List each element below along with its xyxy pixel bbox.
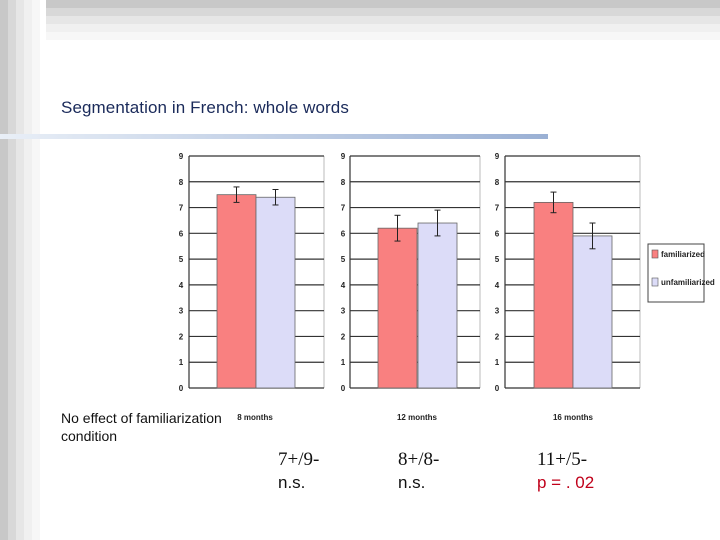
y-tick-label: 6 (179, 229, 184, 238)
y-tick-label: 8 (495, 178, 500, 187)
y-tick-label: 9 (495, 152, 500, 161)
bar-unfamiliarized (417, 222, 458, 389)
y-tick-label: 7 (341, 204, 346, 213)
bar-familiarized (216, 194, 257, 389)
slide-title: Segmentation in French: whole words (61, 98, 349, 117)
y-tick-label: 2 (341, 332, 346, 341)
stat-significance: p = . 02 (537, 473, 595, 492)
y-tick-label: 5 (179, 255, 184, 264)
y-tick-label: 0 (495, 384, 500, 393)
y-tick-label: 7 (495, 204, 500, 213)
y-tick-label: 2 (179, 332, 184, 341)
stat-12-months: 8+/8- n.s. (398, 448, 439, 494)
x-category-label: 16 months (553, 413, 594, 422)
bar-unfamiliarized (572, 235, 613, 389)
stat-counts: 11+/5- (537, 449, 588, 470)
y-tick-label: 6 (495, 229, 500, 238)
y-tick-label: 3 (179, 307, 184, 316)
legend-label-familiarized: familiarized (661, 250, 705, 259)
stat-16-months: 11+/5- p = . 02 (537, 448, 594, 494)
title-rule (0, 134, 548, 139)
y-tick-label: 0 (341, 384, 346, 393)
stat-8-months: 7+/9- n.s. (278, 448, 319, 494)
bar-unfamiliarized (255, 196, 296, 389)
bar-familiarized (533, 201, 574, 389)
y-tick-label: 7 (179, 204, 184, 213)
y-tick-label: 1 (341, 358, 346, 367)
top-decor-stripe (0, 0, 720, 46)
y-tick-label: 8 (179, 178, 184, 187)
y-tick-label: 3 (341, 307, 346, 316)
left-decor-stripe (0, 0, 46, 540)
y-tick-label: 5 (341, 255, 346, 264)
legend-swatch-unfamiliarized (651, 277, 659, 287)
y-tick-label: 1 (495, 358, 500, 367)
stat-significance: n.s. (278, 473, 306, 492)
y-tick-label: 5 (495, 255, 500, 264)
y-tick-label: 8 (341, 178, 346, 187)
y-tick-label: 1 (179, 358, 184, 367)
x-category-label: 8 months (237, 413, 273, 422)
legend-swatch-familiarized (651, 249, 659, 259)
y-tick-label: 9 (341, 152, 346, 161)
y-tick-label: 0 (179, 384, 184, 393)
y-tick-label: 3 (495, 307, 500, 316)
legend-label-unfamiliarized: unfamiliarized (661, 278, 715, 287)
x-category-label: 12 months (397, 413, 438, 422)
stat-counts: 8+/8- (398, 449, 440, 470)
y-tick-label: 6 (341, 229, 346, 238)
y-tick-label: 2 (495, 332, 500, 341)
stat-counts: 7+/9- (278, 449, 320, 470)
y-tick-label: 4 (179, 281, 184, 290)
stat-significance: n.s. (398, 473, 426, 492)
note-text: No effect of familiarization condition (61, 410, 222, 444)
y-tick-label: 4 (495, 281, 500, 290)
bar-familiarized (377, 227, 418, 389)
y-tick-label: 9 (179, 152, 184, 161)
y-tick-label: 4 (341, 281, 346, 290)
